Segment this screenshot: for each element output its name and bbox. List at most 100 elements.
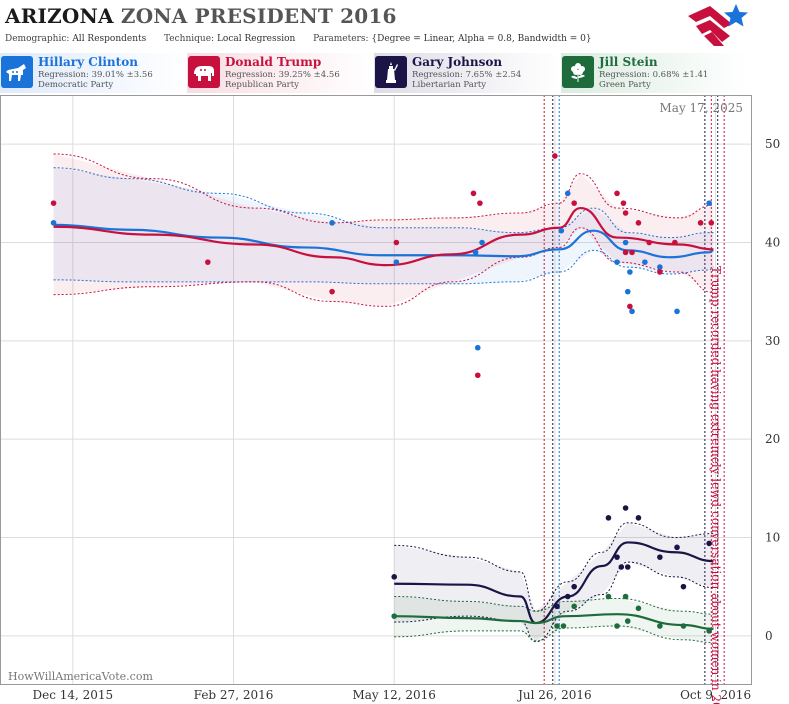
poll-point xyxy=(708,220,715,226)
poll-point xyxy=(564,190,571,197)
x-tick-label: Feb 27, 2016 xyxy=(194,688,274,702)
poll-point xyxy=(629,308,635,315)
poll-point xyxy=(627,303,633,310)
poll-point xyxy=(657,264,663,270)
plot-frame xyxy=(0,95,752,685)
parameter-bar: Demographic: All Respondents Technique: … xyxy=(5,34,592,44)
poll-point xyxy=(391,613,398,619)
demographic-label: Demographic: xyxy=(5,34,70,44)
poll-point xyxy=(560,623,567,629)
axes: 0 10 20 30 40 50 Dec 14, 2015 Feb 27, 2016 May 1… xyxy=(0,95,780,702)
poll-point xyxy=(205,259,211,265)
regression-line xyxy=(394,613,714,631)
poll-point xyxy=(558,227,565,234)
poll-point xyxy=(554,623,560,629)
confidence-band xyxy=(53,167,714,284)
parameters-label: Parameters: xyxy=(313,34,369,44)
flower-icon xyxy=(571,63,585,82)
title-race: ZONA PRESIDENT 2016 xyxy=(120,4,397,28)
candidate-card-clinton: Hillary Clinton Regression: 39.01% ±3.56… xyxy=(0,53,186,93)
poll-point xyxy=(614,554,620,560)
candidate-icon-box xyxy=(562,56,594,88)
parameters-value: {Degree = Linear, Alpha = 0.8, Bandwidth… xyxy=(371,34,592,44)
poll-point xyxy=(614,259,620,265)
candidate-regression: Regression: 0.68% ±1.41 xyxy=(599,70,709,80)
poll-point xyxy=(680,623,687,629)
poll-point xyxy=(706,540,712,547)
poll-point xyxy=(635,605,642,612)
poll-point xyxy=(624,618,631,624)
poll-point xyxy=(474,344,481,351)
poll-point xyxy=(627,269,633,275)
poll-point xyxy=(674,544,680,551)
poll-point xyxy=(50,200,57,206)
poll-point xyxy=(564,593,571,600)
poll-point xyxy=(642,259,648,265)
poll-point xyxy=(472,249,479,256)
poll-point xyxy=(571,200,577,206)
candidate-card-stein: Jill Stein Regression: 0.68% ±1.41 Green… xyxy=(561,53,747,93)
page-title: ARIZONA ZONA PRESIDENT 2016 xyxy=(5,4,397,28)
poll-point xyxy=(50,220,57,226)
candidate-party: Democratic Party xyxy=(38,80,114,90)
poll-point xyxy=(706,200,712,206)
poll-point xyxy=(622,249,629,256)
watermark: HowWillAmericaVote.com xyxy=(8,670,153,683)
poll-point xyxy=(605,515,612,521)
poll-point xyxy=(622,239,629,246)
candidate-regression: Regression: 39.25% ±4.56 xyxy=(225,70,340,80)
poll-point xyxy=(614,190,620,197)
event-annotation: Trump recorded having extremely lewd con… xyxy=(709,266,723,704)
x-tick-label: May 12, 2016 xyxy=(352,688,435,702)
lower-bound-line xyxy=(394,625,714,644)
poll-point xyxy=(620,200,627,206)
technique-value: Local Regression xyxy=(216,34,296,44)
poll-point xyxy=(571,583,577,590)
candidate-legend: Hillary Clinton Regression: 39.01% ±3.56… xyxy=(0,53,789,93)
poll-point xyxy=(646,239,652,246)
poll-point xyxy=(622,210,629,216)
poll-point xyxy=(624,288,631,295)
poll-point xyxy=(672,239,678,246)
candidate-name: Hillary Clinton xyxy=(38,55,138,69)
poll-point xyxy=(674,308,680,315)
poll-point xyxy=(477,200,483,206)
candidate-regression: Regression: 39.01% ±3.56 xyxy=(38,70,153,80)
upper-bound-line xyxy=(394,596,714,615)
poll-point xyxy=(470,190,477,197)
y-tick-label: 30 xyxy=(765,334,780,348)
regression-line xyxy=(53,206,714,267)
lower-bound-line xyxy=(53,249,714,285)
poll-point xyxy=(629,249,635,256)
star-logo-icon xyxy=(688,4,748,46)
poll-point xyxy=(393,239,400,246)
poll-point xyxy=(474,372,481,379)
candidate-icon-box xyxy=(375,56,407,88)
confidence-band xyxy=(394,522,714,642)
candidate-card-trump: Donald Trump Regression: 39.25% ±4.56 Re… xyxy=(187,53,373,93)
y-tick-label: 20 xyxy=(765,432,780,446)
poll-point xyxy=(635,515,642,521)
statue-of-liberty-icon xyxy=(386,62,398,83)
poll-point xyxy=(635,220,642,226)
poll-point xyxy=(680,583,687,590)
candidate-party: Libertarian Party xyxy=(412,80,487,90)
poll-points xyxy=(50,153,715,634)
regression-line xyxy=(53,223,714,259)
poll-point xyxy=(618,564,625,570)
donkey-icon xyxy=(6,64,26,81)
candidate-name: Donald Trump xyxy=(225,55,322,69)
candidate-name: Jill Stein xyxy=(599,55,658,69)
candidate-card-johnson: Gary Johnson Regression: 7.65% ±2.54 Lib… xyxy=(374,53,560,93)
lower-bound-line xyxy=(394,561,714,643)
poll-point xyxy=(622,505,629,511)
poll-point xyxy=(657,554,663,560)
y-tick-label: 50 xyxy=(765,137,780,151)
poll-point xyxy=(614,623,620,629)
poll-point xyxy=(479,239,485,246)
poll-point xyxy=(605,593,612,600)
poll-point xyxy=(622,593,629,600)
candidate-regression: Regression: 7.65% ±2.54 xyxy=(412,70,522,80)
poll-point xyxy=(571,603,577,610)
